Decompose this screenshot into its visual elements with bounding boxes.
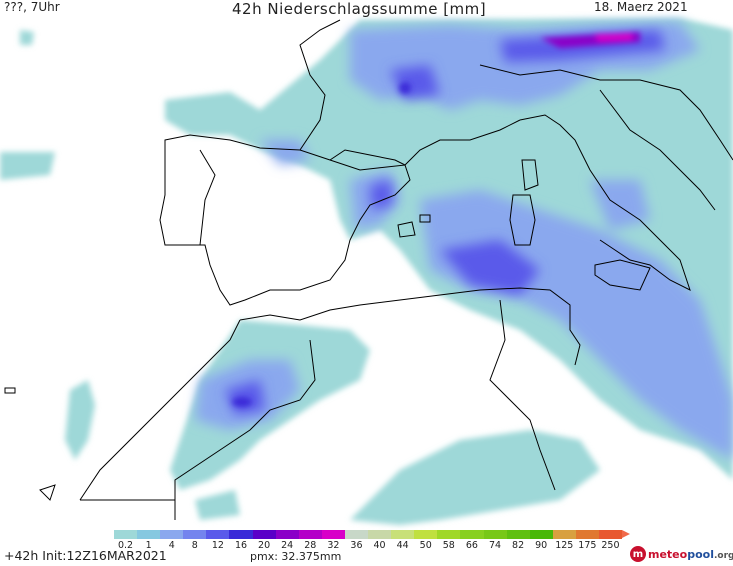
legend-label: 36: [350, 540, 363, 551]
legend-label: 40: [373, 540, 386, 551]
legend-label: 82: [512, 540, 525, 551]
legend-swatch: [598, 530, 623, 539]
legend-label: 1: [145, 540, 152, 551]
legend-swatch: [206, 530, 230, 539]
map-title: 42h Niederschlagssumme [mm]: [232, 0, 487, 18]
pmx-label: pmx: 32.375mm: [250, 550, 342, 563]
legend-label: 74: [488, 540, 502, 551]
legend-swatch: [298, 530, 322, 539]
legend-swatch: [252, 530, 276, 539]
legend-labels: 0.2 1 4 8 12 16 20 24 28 32 36 40 44 50 58 66 74 82 90 125 1…: [114, 540, 630, 552]
date-label: 18. Maerz 2021: [594, 0, 688, 14]
header-left-label: ???, 7Uhr: [4, 0, 60, 14]
legend-label: 66: [465, 540, 478, 551]
legend-label: 44: [396, 540, 409, 551]
legend-label: 4: [168, 540, 175, 551]
legend-swatch: [529, 530, 553, 539]
legend-label: 20: [258, 540, 271, 551]
meteopool-logo: m meteopool.org: [630, 546, 733, 562]
legend-label: 250: [601, 540, 620, 551]
legend-swatch: [437, 530, 461, 539]
legend-label: 24: [281, 540, 294, 551]
legend-swatch: [321, 530, 345, 539]
legend-swatch: [483, 530, 507, 539]
legend-swatch: [137, 530, 161, 539]
legend-swatch: [460, 530, 484, 539]
legend-label: 16: [234, 540, 248, 551]
legend-swatch: [575, 530, 599, 539]
legend-swatch: [414, 530, 438, 539]
legend-label: 58: [442, 540, 455, 551]
forecast-init-label: +42h Init:12Z16MAR2021: [4, 548, 167, 563]
legend-swatch: [114, 530, 138, 539]
legend-label: 12: [211, 540, 224, 551]
logo-icon: m: [630, 546, 646, 562]
legend-swatch: [275, 530, 299, 539]
legend-label: 175: [578, 540, 597, 551]
legend-label: 8: [191, 540, 198, 551]
legend-swatch: [552, 530, 576, 539]
legend-label: 125: [555, 540, 574, 551]
color-legend-bar: [114, 530, 623, 539]
legend-swatch: [229, 530, 253, 539]
legend-swatch: [506, 530, 530, 539]
legend-swatch: [368, 530, 392, 539]
legend-label: 90: [535, 540, 548, 551]
precip-core: [232, 32, 640, 407]
legend-label: 50: [419, 540, 432, 551]
legend-swatch: [160, 530, 184, 539]
logo-text: meteopool.org: [648, 547, 733, 561]
legend-swatch: [183, 530, 207, 539]
legend-swatch: [391, 530, 415, 539]
legend-label: 28: [304, 540, 317, 551]
coastlines: [4, 19, 733, 520]
legend-label: 0.2: [117, 540, 134, 551]
legend-label: 32: [327, 540, 340, 551]
legend-arrow-icon: [622, 530, 630, 538]
legend-swatch: [344, 530, 369, 539]
